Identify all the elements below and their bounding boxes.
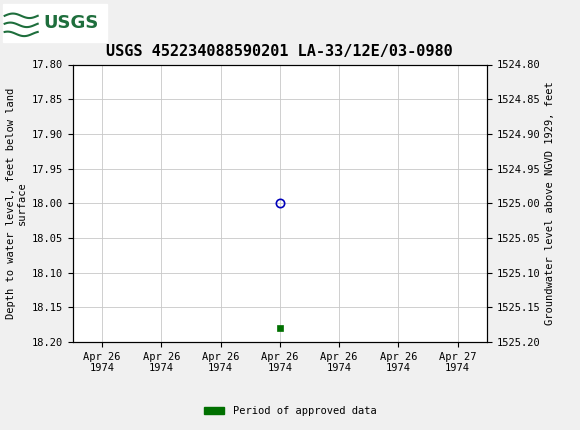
Y-axis label: Depth to water level, feet below land
surface: Depth to water level, feet below land su…: [6, 88, 27, 319]
Y-axis label: Groundwater level above NGVD 1929, feet: Groundwater level above NGVD 1929, feet: [545, 81, 555, 325]
Bar: [3, 3, 107, 42]
Text: USGS: USGS: [44, 14, 99, 31]
Title: USGS 452234088590201 LA-33/12E/03-0980: USGS 452234088590201 LA-33/12E/03-0980: [107, 44, 453, 59]
Legend: Period of approved data: Period of approved data: [200, 402, 380, 421]
